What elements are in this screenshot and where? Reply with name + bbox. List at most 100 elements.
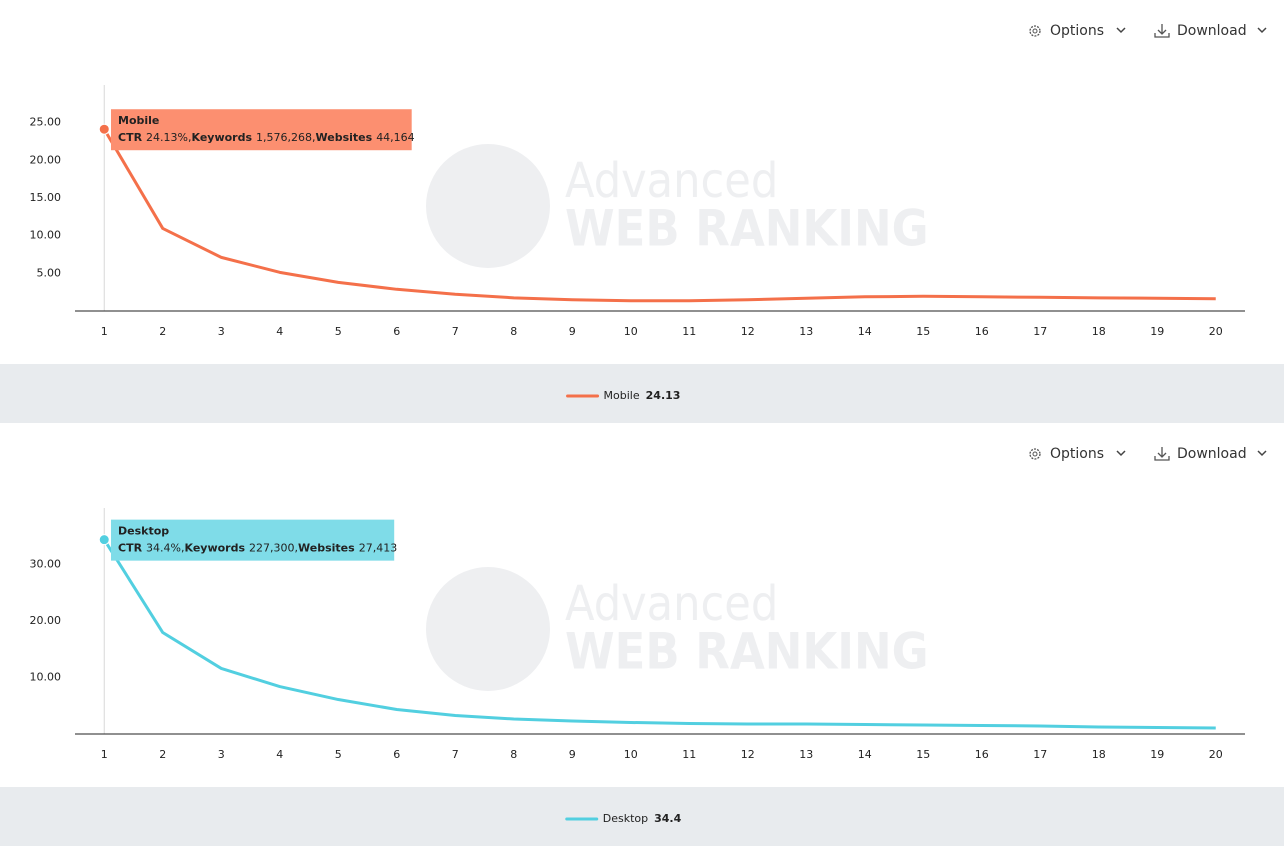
x-tick-label: 17 xyxy=(1033,748,1047,761)
tooltip-value: 27,413 xyxy=(359,542,398,555)
tooltip-line: CTR 34.4%,Keywords 227,300,Websites 27,413 xyxy=(118,542,397,555)
panel-bg xyxy=(0,0,1284,364)
gear-icon-center xyxy=(1032,28,1038,34)
x-tick-label: 5 xyxy=(335,325,342,338)
tooltip-box xyxy=(111,519,395,561)
legend-label: Mobile xyxy=(604,389,640,402)
tooltip-title: Mobile xyxy=(118,114,159,127)
x-tick-label: 17 xyxy=(1033,325,1047,338)
hover-point xyxy=(98,123,110,135)
tooltip-value: 227,300 xyxy=(249,542,295,555)
chevron xyxy=(1116,27,1126,34)
x-tick-label: 14 xyxy=(858,325,872,338)
tooltip-label: CTR xyxy=(118,131,143,144)
x-tick-label: 9 xyxy=(569,325,576,338)
separator: , xyxy=(312,131,316,144)
separator: , xyxy=(181,542,185,555)
x-tick-label: 8 xyxy=(510,748,517,761)
x-tick-label: 15 xyxy=(916,325,930,338)
options-label: Options xyxy=(1050,446,1104,462)
x-tick-label: 16 xyxy=(975,325,989,338)
y-tick-label: 30.00 xyxy=(30,558,62,571)
legend[interactable]: Desktop 34.4 xyxy=(565,812,682,825)
hover-point xyxy=(98,534,110,546)
legend-label: Desktop xyxy=(603,812,648,825)
x-tick-label: 4 xyxy=(276,325,283,338)
x-tick-label: 15 xyxy=(916,748,930,761)
series-line xyxy=(102,128,1216,303)
x-tick-label: 12 xyxy=(741,748,755,761)
tooltip-box xyxy=(111,109,412,151)
toolbar: Options Download xyxy=(1029,446,1267,462)
y-tick-label: 20.00 xyxy=(30,614,62,627)
x-tick-label: 5 xyxy=(335,748,342,761)
x-tick-label: 7 xyxy=(452,325,459,338)
separator: , xyxy=(188,131,192,144)
x-tick-label: 14 xyxy=(858,748,872,761)
tooltip-value: 1,576,268 xyxy=(256,131,312,144)
x-tick-label: 20 xyxy=(1209,748,1223,761)
x-tick-label: 1 xyxy=(101,748,108,761)
x-tick-label: 13 xyxy=(799,325,813,338)
x-tick-label: 8 xyxy=(510,325,517,338)
download-button[interactable]: Download xyxy=(1154,23,1267,39)
tooltip-label: Websites xyxy=(316,131,373,144)
x-tick-label: 10 xyxy=(624,748,638,761)
tooltip-value: 44,164 xyxy=(376,131,415,144)
watermark-text: WEB RANKING xyxy=(565,623,929,681)
y-tick-label: 10.00 xyxy=(30,671,62,684)
x-tick-label: 9 xyxy=(569,748,576,761)
y-tick-label: 20.00 xyxy=(30,153,62,166)
x-tick-label: 19 xyxy=(1150,748,1164,761)
x-tick-label: 13 xyxy=(799,748,813,761)
separator: , xyxy=(295,542,299,555)
watermark-text: Advanced xyxy=(565,153,778,209)
options-button[interactable]: Options xyxy=(1029,23,1126,39)
x-tick-label: 18 xyxy=(1092,325,1106,338)
series-line xyxy=(102,538,1216,730)
x-tick-label: 2 xyxy=(159,748,166,761)
download-button[interactable]: Download xyxy=(1154,446,1267,462)
tooltip-value: 34.4% xyxy=(146,542,181,555)
legend-value: 24.13 xyxy=(646,389,681,402)
x-tick-label: 1 xyxy=(101,325,108,338)
x-tick-label: 12 xyxy=(741,325,755,338)
tooltip-line: CTR 24.13%,Keywords 1,576,268,Websites 44,1… xyxy=(118,131,415,144)
y-tick-label: 10.00 xyxy=(30,229,62,242)
y-tick-label: 15.00 xyxy=(30,191,62,204)
x-tick-label: 4 xyxy=(276,748,283,761)
download-label: Download xyxy=(1177,23,1247,39)
tooltip-label: Keywords xyxy=(185,542,246,555)
x-tick-label: 7 xyxy=(452,748,459,761)
gear-icon xyxy=(1029,448,1041,460)
x-tick-label: 3 xyxy=(218,748,225,761)
options-button[interactable]: Options xyxy=(1029,446,1126,462)
tooltip-value: 24.13% xyxy=(146,131,188,144)
x-tick-label: 11 xyxy=(682,748,696,761)
x-tick-label: 3 xyxy=(218,325,225,338)
download-icon xyxy=(1154,447,1170,461)
x-tick-label: 6 xyxy=(393,325,400,338)
watermark-globe xyxy=(426,567,550,691)
x-tick-label: 19 xyxy=(1150,325,1164,338)
legend[interactable]: Mobile 24.13 xyxy=(566,389,681,402)
tooltip-label: Keywords xyxy=(192,131,253,144)
y-tick-label: 25.00 xyxy=(30,116,62,129)
chevron xyxy=(1257,450,1267,457)
gear-icon-center xyxy=(1032,451,1038,457)
legend-bar xyxy=(0,787,1284,846)
chevron xyxy=(1257,27,1267,34)
options-label: Options xyxy=(1050,23,1104,39)
chevron xyxy=(1116,450,1126,457)
watermark-text: Advanced xyxy=(565,576,778,632)
download-label: Download xyxy=(1177,446,1247,462)
legend-bar xyxy=(0,364,1284,423)
x-tick-label: 2 xyxy=(159,325,166,338)
